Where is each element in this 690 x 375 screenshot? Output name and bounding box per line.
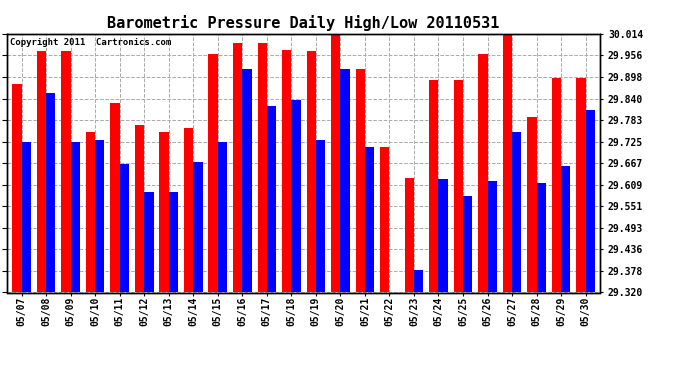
Bar [453, 80, 463, 292]
Bar [61, 51, 70, 292]
Bar [37, 51, 46, 292]
Bar [119, 164, 129, 292]
Bar [561, 166, 571, 292]
Bar [537, 183, 546, 292]
Bar [218, 141, 227, 292]
Bar [257, 43, 267, 292]
Bar [70, 141, 80, 292]
Bar [110, 103, 119, 292]
Bar [135, 125, 144, 292]
Bar [21, 141, 31, 292]
Bar [282, 50, 291, 292]
Bar [86, 132, 95, 292]
Bar [503, 34, 512, 292]
Bar [331, 34, 340, 292]
Bar [488, 181, 497, 292]
Bar [438, 179, 448, 292]
Bar [414, 270, 423, 292]
Bar [463, 195, 472, 292]
Bar [340, 69, 350, 292]
Bar [291, 100, 301, 292]
Bar [404, 178, 414, 292]
Bar [576, 78, 586, 292]
Bar [233, 43, 242, 292]
Bar [586, 110, 595, 292]
Bar [95, 140, 104, 292]
Bar [184, 129, 193, 292]
Bar [478, 54, 488, 292]
Bar [144, 192, 154, 292]
Bar [306, 51, 316, 292]
Bar [512, 132, 522, 292]
Bar [267, 106, 276, 292]
Bar [527, 117, 537, 292]
Bar [242, 69, 252, 292]
Text: Copyright 2011  Cartronics.com: Copyright 2011 Cartronics.com [10, 38, 171, 46]
Bar [552, 78, 561, 292]
Bar [46, 93, 55, 292]
Bar [316, 140, 325, 292]
Bar [365, 147, 374, 292]
Bar [12, 84, 21, 292]
Bar [193, 162, 203, 292]
Bar [355, 69, 365, 292]
Bar [169, 192, 178, 292]
Bar [208, 54, 218, 292]
Title: Barometric Pressure Daily High/Low 20110531: Barometric Pressure Daily High/Low 20110… [108, 15, 500, 31]
Bar [429, 80, 438, 292]
Bar [380, 147, 389, 292]
Bar [159, 132, 169, 292]
